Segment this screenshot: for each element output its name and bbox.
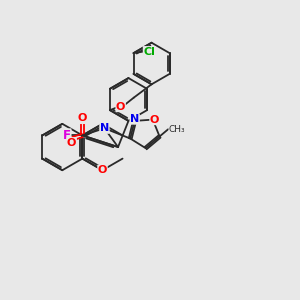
- Text: O: O: [98, 165, 107, 175]
- Text: CH₃: CH₃: [169, 125, 185, 134]
- Text: O: O: [78, 113, 87, 124]
- Text: O: O: [150, 115, 159, 124]
- Text: N: N: [100, 123, 109, 133]
- Text: O: O: [116, 102, 125, 112]
- Text: N: N: [130, 114, 139, 124]
- Text: Cl: Cl: [143, 46, 155, 57]
- Text: F: F: [63, 129, 71, 142]
- Text: O: O: [67, 138, 76, 148]
